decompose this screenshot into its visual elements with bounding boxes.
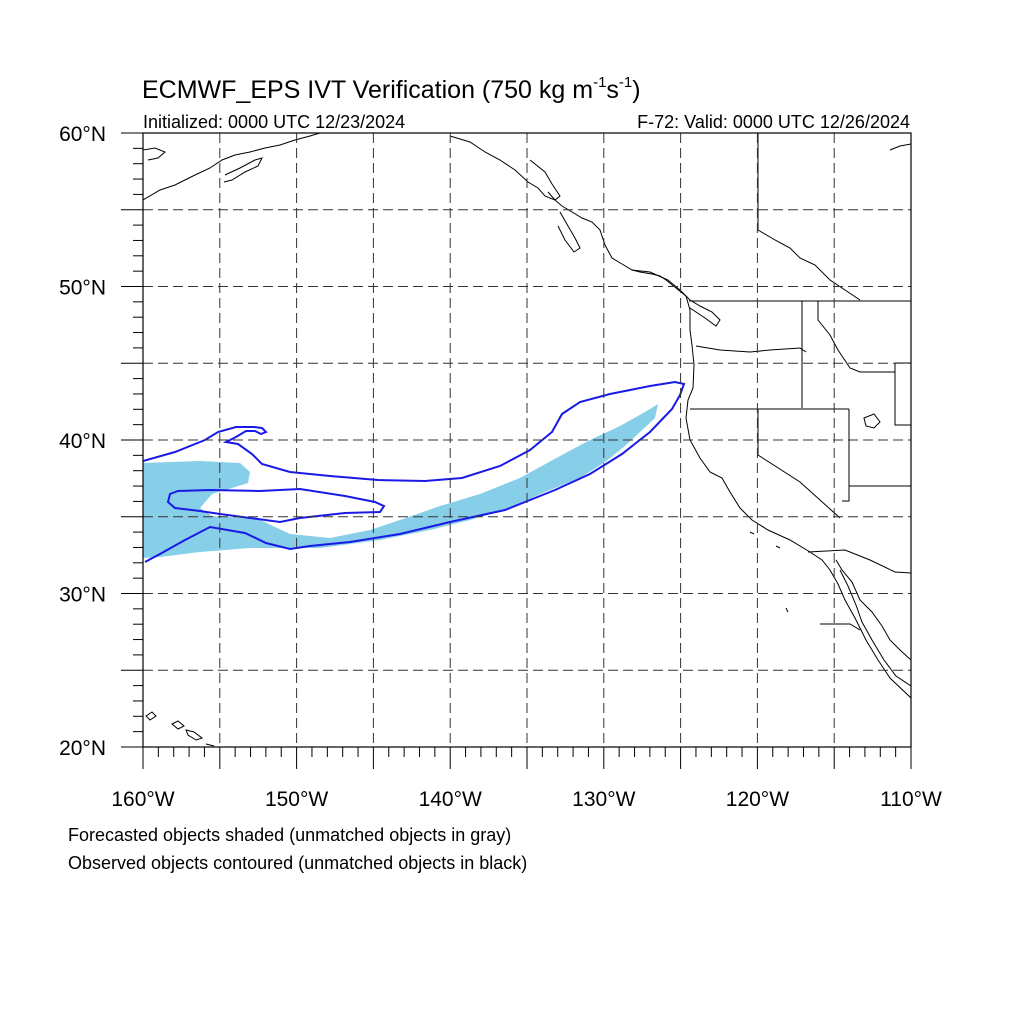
map-title: ECMWF_EPS IVT Verification (750 kg m-1s-… [142, 74, 641, 104]
observed-ivt-contour [143, 380, 686, 563]
lon-label: 150°W [265, 788, 328, 811]
lat-label: 50°N [59, 277, 106, 300]
lon-label: 130°W [572, 788, 635, 811]
longitude-labels: 160°W 150°W 140°W 130°W 120°W 110°W [111, 788, 942, 811]
lat-label: 30°N [59, 584, 106, 607]
legend-observed-note: Observed objects contoured (unmatched ob… [68, 853, 528, 873]
lat-lon-grid [143, 133, 911, 747]
valid-time-text: F-72: Valid: 0000 UTC 12/26/2024 [637, 112, 910, 132]
coastlines [143, 133, 911, 747]
lat-label: 20°N [59, 737, 106, 760]
lon-label: 160°W [111, 788, 174, 811]
lon-label: 120°W [726, 788, 789, 811]
legend-forecast-note: Forecasted objects shaded (unmatched obj… [68, 825, 512, 845]
lon-label: 110°W [880, 788, 942, 811]
axis-ticks [121, 132, 912, 769]
lat-label: 60°N [59, 123, 106, 146]
lon-label: 140°W [419, 788, 482, 811]
lat-label: 40°N [59, 430, 106, 453]
observed-ivt-contour-inner [166, 487, 386, 524]
latitude-labels: 60°N 50°N 40°N 30°N 20°N [59, 123, 106, 760]
political-boundaries [689, 133, 911, 631]
initialized-text: Initialized: 0000 UTC 12/23/2024 [143, 112, 405, 132]
forecast-ivt-object [143, 404, 658, 558]
